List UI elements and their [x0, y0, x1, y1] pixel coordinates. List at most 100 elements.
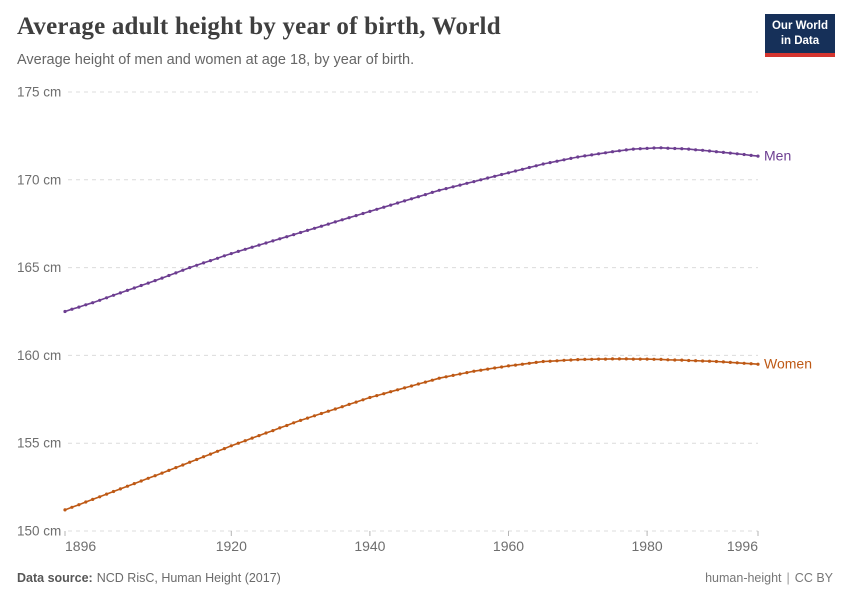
data-point	[673, 146, 677, 151]
y-axis-label: 160 cm	[17, 348, 61, 363]
data-point	[299, 418, 303, 422]
data-point	[63, 508, 67, 512]
data-point	[77, 503, 81, 507]
x-axis-label: 1960	[493, 538, 524, 554]
data-point	[631, 357, 635, 361]
data-point	[486, 176, 490, 180]
data-point	[312, 226, 317, 230]
data-point	[382, 392, 386, 396]
data-point	[423, 380, 427, 384]
series-line-women[interactable]	[64, 358, 759, 511]
data-point	[195, 263, 199, 267]
data-point	[576, 155, 580, 159]
data-point	[742, 152, 746, 157]
data-point	[430, 378, 434, 382]
data-point	[340, 218, 344, 222]
x-axis-label: 1920	[216, 538, 247, 554]
data-point	[91, 301, 95, 305]
data-point	[610, 357, 615, 361]
series-line-men[interactable]	[64, 146, 759, 313]
data-point	[735, 152, 739, 156]
data-point	[694, 148, 698, 152]
y-axis-label: 155 cm	[17, 436, 61, 451]
data-point	[617, 357, 622, 361]
series-women[interactable]: Women	[63, 356, 812, 512]
data-point	[257, 243, 261, 247]
data-point	[714, 359, 719, 364]
data-point	[271, 239, 275, 243]
x-axis-label: 1896	[65, 538, 96, 554]
data-point	[375, 207, 379, 211]
data-point	[333, 407, 337, 411]
data-point	[541, 359, 545, 364]
data-point	[105, 296, 109, 300]
data-point	[583, 154, 587, 158]
data-point	[77, 305, 81, 309]
data-point	[707, 149, 712, 153]
data-point	[305, 416, 310, 420]
data-point	[493, 174, 497, 178]
data-point	[749, 362, 753, 366]
data-point	[465, 371, 469, 375]
data-point	[396, 201, 400, 205]
data-point	[278, 237, 282, 241]
data-point	[541, 162, 545, 166]
data-point	[437, 376, 441, 380]
owid-logo[interactable]: Our World in Data	[764, 14, 835, 57]
data-point	[423, 193, 427, 197]
data-point	[160, 276, 164, 280]
data-point	[701, 148, 705, 152]
data-point	[721, 150, 726, 154]
data-point	[347, 216, 351, 220]
data-point	[139, 479, 143, 483]
data-point	[597, 357, 601, 361]
data-point	[354, 400, 358, 404]
data-point	[312, 414, 317, 418]
x-axis-label: 1980	[632, 538, 663, 554]
data-point	[603, 151, 608, 155]
license-link[interactable]: CC BY	[794, 571, 833, 585]
chart-svg: 175 cm 170 cm 165 cm 160 cm 155 cm 150 cm 1896…	[17, 85, 812, 555]
data-point	[444, 375, 448, 379]
data-point	[229, 252, 233, 256]
chart-subtitle: Average height of men and women at age 1…	[17, 52, 415, 68]
data-point	[756, 154, 760, 158]
data-point	[382, 205, 386, 209]
data-point	[70, 505, 74, 509]
data-point	[111, 293, 116, 297]
data-point	[208, 259, 213, 263]
data-point	[555, 159, 559, 163]
data-point	[105, 492, 109, 496]
data-point	[354, 214, 358, 218]
data-point	[202, 455, 206, 459]
data-point	[243, 439, 247, 443]
data-point	[264, 431, 268, 435]
data-point	[638, 357, 642, 361]
data-point	[756, 362, 760, 366]
data-point	[195, 457, 199, 462]
data-point	[534, 164, 538, 168]
data-point	[617, 149, 622, 153]
logo-line1: Our World	[771, 20, 828, 32]
data-point	[188, 460, 192, 464]
data-point	[562, 358, 566, 362]
series-men[interactable]: Men	[63, 146, 791, 314]
data-point	[132, 482, 136, 486]
series-label-men[interactable]: Men	[764, 148, 791, 164]
data-point	[590, 153, 594, 157]
data-point	[597, 152, 601, 156]
series-label-women[interactable]: Women	[764, 356, 812, 372]
data-point	[631, 147, 635, 151]
data-point	[687, 358, 691, 363]
data-point	[389, 203, 393, 207]
data-point	[659, 146, 663, 150]
data-point	[472, 180, 476, 184]
data-point	[361, 398, 365, 402]
data-point	[680, 147, 684, 151]
data-point	[562, 158, 566, 162]
data-point	[167, 273, 171, 278]
data-point	[347, 402, 351, 406]
data-point	[257, 434, 261, 438]
data-point	[520, 362, 525, 366]
data-point	[340, 405, 344, 409]
